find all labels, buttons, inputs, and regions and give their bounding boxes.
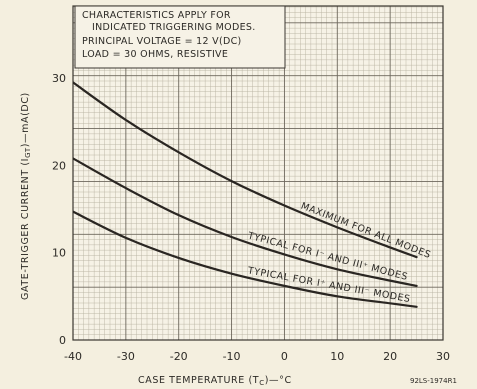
series-lines xyxy=(73,81,418,308)
notes-box-frame xyxy=(74,5,286,69)
note-line-1: CHARACTERISTICS APPLY FOR xyxy=(82,10,231,21)
y-axis-title-tail: )—mA(DC) xyxy=(20,92,31,147)
series-line-3 xyxy=(73,210,418,308)
x-axis-title-tail: )—°C xyxy=(265,375,292,386)
figure-code: 92LS-1974R1 xyxy=(410,377,457,385)
y-tick-labels: 010203040 xyxy=(52,72,66,347)
x-tick-label: -10 xyxy=(223,350,241,363)
x-axis-title-sub: C xyxy=(259,379,265,387)
series-line-1 xyxy=(73,81,418,259)
x-tick-label: 0 xyxy=(281,350,288,363)
y-axis-title: GATE-TRIGGER CURRENT (IGT)—mA(DC) xyxy=(20,92,32,300)
y-tick-label: 0 xyxy=(59,334,66,347)
note-line-4: LOAD = 30 OHMS, RESISTIVE xyxy=(82,49,228,60)
y-axis-title-main: GATE-TRIGGER CURRENT (I xyxy=(20,158,31,300)
x-tick-label: -20 xyxy=(170,350,188,363)
x-tick-label: 10 xyxy=(330,350,344,363)
notes-box: CHARACTERISTICS APPLY FOR INDICATED TRIG… xyxy=(74,5,286,69)
y-tick-label: 10 xyxy=(52,247,66,260)
series-line-2 xyxy=(73,157,418,287)
x-tick-label: 20 xyxy=(383,350,397,363)
y-tick-label: 30 xyxy=(52,72,66,85)
x-tick-label: -40 xyxy=(64,350,82,363)
x-axis-title-main: CASE TEMPERATURE (T xyxy=(138,375,259,386)
note-line-3: PRINCIPAL VOLTAGE = 12 V(DC) xyxy=(82,36,242,47)
x-tick-label: 30 xyxy=(436,350,450,363)
y-axis-title-sub: GT xyxy=(24,147,32,158)
x-tick-label: -30 xyxy=(117,350,135,363)
note-line-2: INDICATED TRIGGERING MODES. xyxy=(92,22,256,33)
x-axis-title: CASE TEMPERATURE (TC)—°C xyxy=(138,375,292,387)
y-tick-label: 20 xyxy=(52,159,66,172)
x-tick-labels: -40 -30 -20 -10 0 10 20 30 xyxy=(64,350,450,363)
